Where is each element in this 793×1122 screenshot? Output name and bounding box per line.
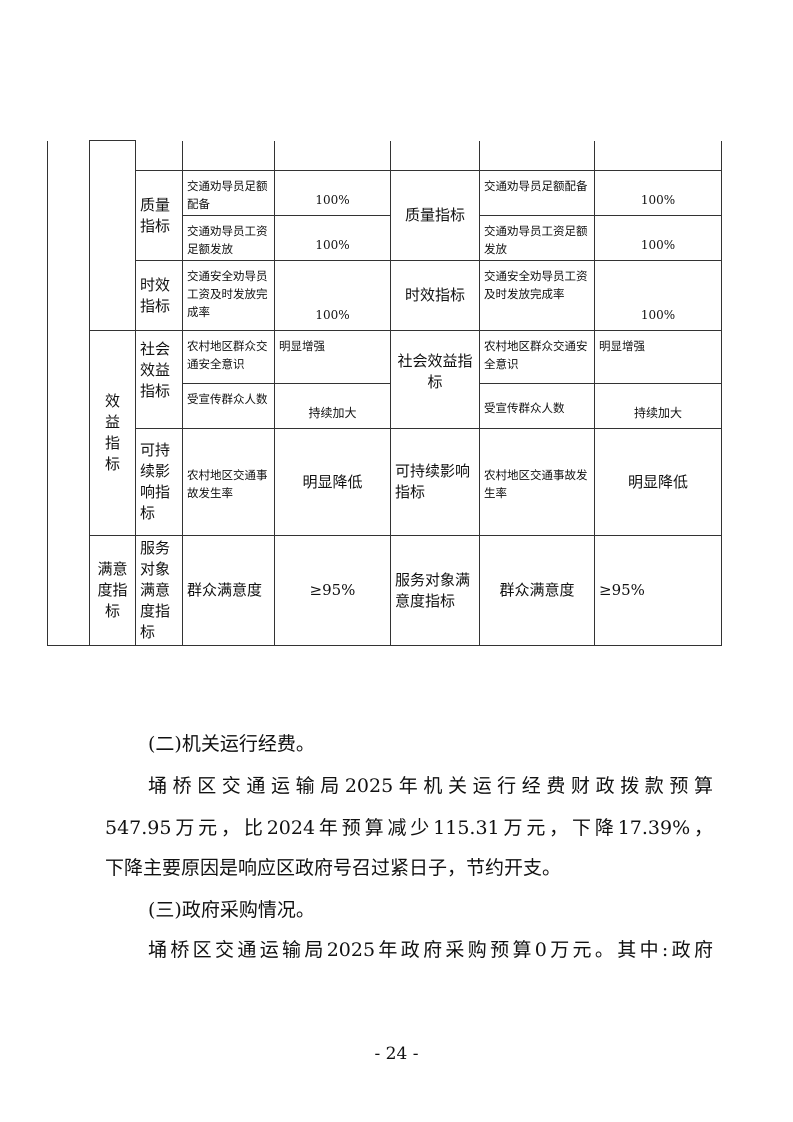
value-cell: 明显降低 — [594, 428, 722, 536]
blank-cell — [47, 140, 90, 646]
paragraph-line: 下降主要原因是响应区政府号召过紧日子，节约开支。 — [105, 857, 562, 879]
paragraph-line: 547.95万元，比2024年预算减少115.31万元，下降17.39%， — [105, 817, 713, 839]
sustain-label: 可持续影响指标 — [135, 428, 183, 536]
value-cell: 明显降低 — [274, 428, 391, 536]
value-cell: 100% — [594, 215, 722, 261]
satisfaction-sub-label-b: 服务对象满意度指标 — [390, 535, 480, 646]
indicator-cell: 群众满意度 — [182, 535, 275, 646]
indicator-cell: 交通劝导员足额配备 — [182, 170, 275, 216]
satisfaction-sub-label: 服务对象满意度指标 — [135, 535, 183, 646]
value-cell: 100% — [594, 260, 722, 331]
indicator-cell: 交通安全劝导员工资及时发放完成率 — [479, 260, 595, 331]
indicator-cell: 受宣传群众人数 — [182, 383, 275, 429]
indicator-cell: 交通劝导员工资足额发放 — [182, 215, 275, 261]
quality-label-b: 质量指标 — [390, 170, 480, 261]
value-cell: 持续加大 — [594, 383, 722, 429]
value-cell: 100% — [594, 170, 722, 216]
paragraph-line: 埇桥区交通运输局2025年政府采购预算0万元。其中:政府 — [148, 939, 713, 961]
benefit-label: 效益指标 — [89, 330, 136, 536]
indicator-cell: 农村地区群众交通安全意识 — [479, 330, 595, 384]
page-number: - 24 - — [374, 1044, 419, 1064]
sustain-label-b: 可持续影响指标 — [390, 428, 480, 536]
value-cell: 明显增强 — [594, 330, 722, 384]
paragraph-line: 埇桥区交通运输局2025年机关运行经费财政拨款预算 — [148, 775, 713, 797]
indicator-cell: 农村地区群众交通安全意识 — [182, 330, 275, 384]
blank-cell — [89, 140, 136, 331]
section-heading: (三)政府采购情况。 — [148, 899, 315, 921]
performance-indicator-table: 质量指标 交通劝导员足额配备 100% 质量指标 交通劝导员足额配备 100% … — [47, 140, 722, 646]
section-heading: (二)机关运行经费。 — [148, 733, 315, 755]
social-label-b: 社会效益指标 — [390, 330, 480, 429]
value-cell: 100% — [274, 260, 391, 331]
value-cell: ≥95% — [594, 535, 722, 646]
indicator-cell: 群众满意度 — [479, 535, 595, 646]
value-cell: 100% — [274, 170, 391, 216]
indicator-cell: 农村地区交通事故发生率 — [182, 428, 275, 536]
indicator-cell: 交通安全劝导员工资及时发放完成率 — [182, 260, 275, 331]
indicator-cell: 交通劝导员工资足额发放 — [479, 215, 595, 261]
indicator-cell: 受宣传群众人数 — [479, 383, 595, 429]
timeliness-label: 时效指标 — [135, 260, 183, 331]
indicator-cell: 农村地区交通事故发生率 — [479, 428, 595, 536]
value-cell: 100% — [274, 215, 391, 261]
quality-label: 质量指标 — [135, 170, 183, 261]
social-label: 社会效益指标 — [135, 330, 183, 429]
satisfaction-label: 满意度指标 — [89, 535, 136, 646]
value-cell: 持续加大 — [274, 383, 391, 429]
value-cell: 明显增强 — [274, 330, 391, 384]
value-cell: ≥95% — [274, 535, 391, 646]
indicator-cell: 交通劝导员足额配备 — [479, 170, 595, 216]
timeliness-label-b: 时效指标 — [390, 260, 480, 331]
